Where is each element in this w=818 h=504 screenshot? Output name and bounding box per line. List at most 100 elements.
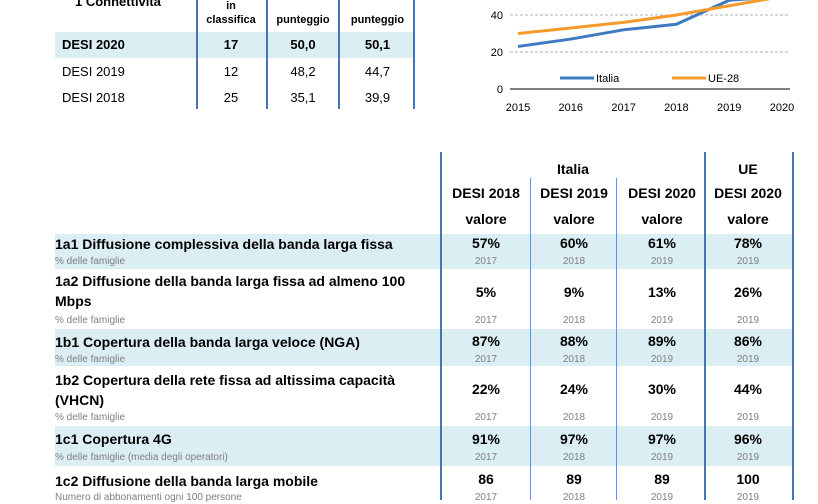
- indicator-value: 86: [478, 471, 494, 487]
- indicator-year: 2019: [736, 315, 760, 326]
- row-highlight: [55, 234, 792, 269]
- x-tick-label: 2015: [506, 102, 530, 114]
- indicator-year: 2019: [736, 492, 760, 503]
- indicator-value: 22%: [471, 381, 501, 397]
- column-header: DESI 2018: [452, 185, 520, 201]
- summary-row-label: DESI 2018: [62, 90, 125, 105]
- x-tick-label: 2019: [717, 102, 741, 114]
- x-tick-label: 2016: [559, 102, 583, 114]
- legend-label: UE-28: [708, 73, 739, 85]
- indicator-value: 88%: [559, 333, 589, 349]
- column-header: DESI 2020: [628, 185, 696, 201]
- indicator-value: 61%: [647, 235, 677, 251]
- indicator-label-cont: Mbps: [55, 293, 92, 309]
- indicator-value: 100: [736, 471, 760, 487]
- indicator-year: 2017: [474, 492, 498, 503]
- divider: [616, 178, 617, 500]
- indicator-unit: % delle famiglie: [55, 256, 126, 267]
- indicator-unit: % delle famiglie: [55, 354, 126, 365]
- indicator-year: 2019: [650, 412, 674, 423]
- divider: [792, 152, 794, 500]
- indicator-label: 1c1 Copertura 4G: [55, 431, 172, 447]
- divider: [338, 0, 340, 109]
- indicator-year: 2018: [562, 354, 586, 365]
- summary-header-label: 1 Connettività: [75, 0, 161, 9]
- divider: [704, 152, 706, 500]
- divider: [196, 0, 198, 109]
- x-tick-label: 2020: [770, 102, 794, 114]
- indicator-unit: Numero di abbonamenti ogni 100 persone: [55, 492, 242, 503]
- indicator-label: 1a2 Diffusione della banda larga fissa a…: [55, 273, 406, 289]
- legend-label: Italia: [596, 73, 620, 85]
- indicator-year: 2019: [650, 354, 674, 365]
- indicator-year: 2018: [562, 315, 586, 326]
- divider: [530, 178, 531, 500]
- indicator-value: 60%: [559, 235, 589, 251]
- indicator-value: 57%: [471, 235, 501, 251]
- indicator-year: 2017: [474, 256, 498, 267]
- summary-eu-value: 39,9: [364, 90, 391, 105]
- indicator-label: 1c2 Diffusione della banda larga mobile: [55, 473, 318, 489]
- desi-chart: 0 20 40 2015 2016 2017 2018 2019 2020 Italia UE-2…: [491, 0, 794, 114]
- indicator-year: 2019: [736, 452, 760, 463]
- indicator-value: 97%: [647, 431, 677, 447]
- indicator-year: 2019: [650, 315, 674, 326]
- indicator-value: 89: [566, 471, 582, 487]
- indicator-year: 2017: [474, 412, 498, 423]
- indicator-label-cont: (VHCN): [55, 392, 104, 408]
- group-ue: UE: [738, 161, 758, 177]
- series-line-italia: [517, 0, 754, 48]
- x-tick-label: 2017: [611, 102, 635, 114]
- indicator-value: 26%: [733, 284, 763, 300]
- indicator-value: 5%: [475, 284, 497, 300]
- row-highlight: [55, 329, 792, 366]
- indicator-year: 2019: [650, 492, 674, 503]
- indicator-year: 2019: [736, 412, 760, 423]
- y-tick-label: 20: [491, 47, 503, 59]
- col-eu-score-header: punteggio: [350, 14, 405, 26]
- y-tick-label: 0: [497, 84, 503, 96]
- indicator-label: 1a1 Diffusione complessiva della banda l…: [55, 236, 393, 252]
- indicator-value: 78%: [733, 235, 763, 251]
- indicator-value: 89: [654, 471, 670, 487]
- indicator-value: 87%: [471, 333, 501, 349]
- summary-eu-value: 44,7: [364, 64, 391, 79]
- indicator-label: 1b1 Copertura della banda larga veloce (…: [55, 334, 360, 350]
- summary-score-value: 48,2: [290, 64, 316, 79]
- y-tick-label: 40: [491, 10, 503, 22]
- summary-rank-value: 17: [223, 37, 239, 52]
- indicator-value: 9%: [563, 284, 585, 300]
- indicator-label: 1b2 Copertura della rete fissa ad altiss…: [55, 372, 396, 388]
- indicator-year: 2019: [736, 354, 760, 365]
- summary-row-label: DESI 2020: [62, 37, 125, 52]
- indicator-value: 44%: [733, 381, 763, 397]
- indicator-year: 2018: [562, 412, 586, 423]
- summary-score-value: 50,0: [290, 37, 316, 52]
- divider: [440, 152, 442, 500]
- indicator-value: 91%: [471, 431, 501, 447]
- summary-eu-value: 50,1: [364, 37, 391, 52]
- indicator-year: 2018: [562, 492, 586, 503]
- series-line-ue-28: [517, 0, 771, 35]
- column-header: DESI 2020: [714, 185, 782, 201]
- x-tick-label: 2018: [664, 102, 688, 114]
- indicator-value: 13%: [647, 284, 677, 300]
- indicator-value: 96%: [733, 431, 763, 447]
- indicator-year: 2019: [650, 256, 674, 267]
- column-header: DESI 2019: [540, 185, 608, 201]
- col-score-header: punteggio: [276, 14, 330, 26]
- highlight-row: [55, 32, 415, 58]
- row-highlight: [55, 426, 792, 466]
- indicator-value: 89%: [647, 333, 677, 349]
- col-rank-line1: in: [226, 0, 236, 12]
- summary-rank-value: 25: [223, 90, 239, 105]
- indicator-year: 2017: [474, 315, 498, 326]
- group-italia: Italia: [557, 161, 589, 177]
- column-subheader: valore: [465, 211, 507, 227]
- summary-row-label: DESI 2019: [62, 64, 125, 79]
- indicator-unit: % delle famiglie: [55, 315, 126, 326]
- column-subheader: valore: [641, 211, 683, 227]
- indicator-year: 2017: [474, 452, 498, 463]
- indicator-year: 2018: [562, 256, 586, 267]
- summary-rank-value: 12: [223, 64, 239, 79]
